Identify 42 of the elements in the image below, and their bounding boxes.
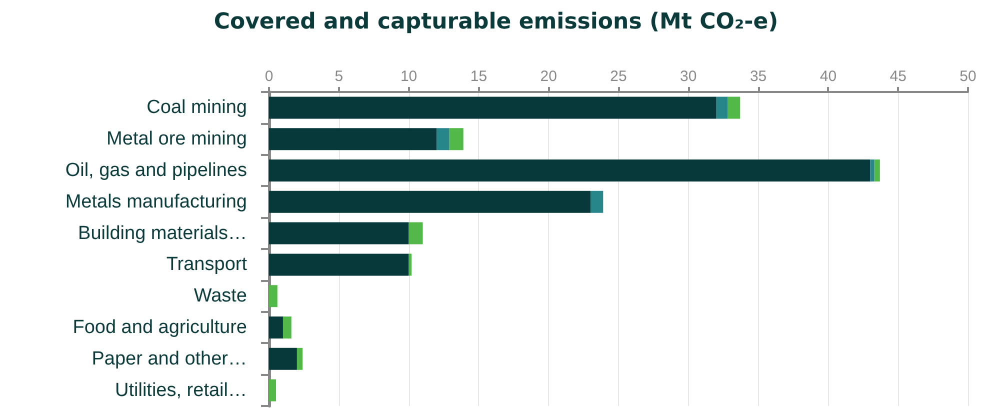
- x-tick-label: 15: [470, 68, 488, 85]
- x-tick-label: 5: [334, 68, 344, 85]
- bar: [870, 160, 874, 182]
- bar: [436, 128, 450, 150]
- y-tick-label: Transport: [166, 254, 248, 276]
- y-tick-label: Oil, gas and pipelines: [65, 160, 247, 181]
- x-tick-label: 25: [610, 68, 627, 85]
- bar: [269, 222, 409, 244]
- y-tick-label: Metal ore mining: [106, 128, 247, 150]
- y-tick-label: Utilities, retail…: [115, 380, 247, 401]
- y-tick-label: Building materials…: [78, 222, 247, 244]
- bar: [874, 160, 880, 182]
- x-tick-label: 50: [960, 68, 976, 85]
- bar: [269, 379, 276, 402]
- bar: [269, 316, 283, 338]
- y-tick-label: Paper and other…: [92, 348, 247, 370]
- bar: [269, 285, 278, 308]
- bar: [269, 190, 591, 213]
- bar: [590, 190, 604, 213]
- bar: [296, 348, 303, 370]
- bar: [269, 96, 716, 119]
- x-tick-label: 30: [680, 68, 697, 85]
- x-tick-label: 40: [820, 68, 837, 85]
- bar: [269, 254, 409, 276]
- x-tick-label: 45: [890, 68, 906, 85]
- bar: [449, 128, 464, 150]
- x-tick-label: 35: [750, 68, 767, 85]
- x-tick-label: 20: [540, 68, 557, 85]
- bar: [269, 160, 870, 182]
- x-tick-label: 10: [400, 68, 418, 85]
- y-tick-label: Food and agriculture: [72, 317, 247, 338]
- x-tick-label: 0: [264, 68, 274, 85]
- bar: [269, 128, 437, 150]
- y-tick-label: Metals manufacturing: [65, 191, 247, 212]
- bar: [716, 96, 728, 119]
- bar: [269, 348, 297, 370]
- chart-title: Covered and capturable emissions (Mt CO₂-e): [214, 10, 778, 34]
- bar: [282, 316, 292, 338]
- bar: [408, 222, 423, 244]
- bar: [728, 96, 740, 119]
- y-tick-label: Coal mining: [146, 97, 247, 118]
- y-tick-label: Waste: [194, 286, 247, 307]
